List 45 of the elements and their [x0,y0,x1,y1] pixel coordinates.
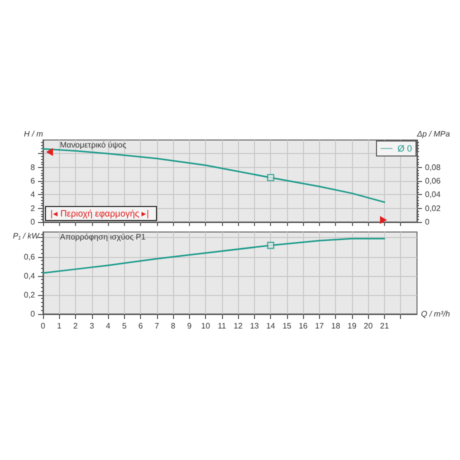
x-tick-label: 21 [380,322,390,330]
x-tick-label: 7 [154,322,160,330]
y2-axis-title: Δp / MPa [416,130,450,138]
y2-tick-label: 0,08 [425,162,442,172]
annotation: Απορρόφηση ισχύος P1 [60,232,146,242]
x-tick-label: 11 [218,322,227,330]
y-tick-label: 0,2 [24,290,36,300]
line-series [42,148,386,203]
y2-tick-label: 0,06 [425,176,442,186]
x-tick-label: 9 [187,322,192,330]
x-tick-label: 13 [250,322,260,330]
y-axis-title: H / m [24,130,44,138]
x-tick-label: 18 [331,322,341,330]
y-tick-label: 2 [30,204,36,213]
y-tick-label: 0,6 [24,252,36,262]
y-tick-label: 0 [30,310,36,318]
x-tick-label: 0 [40,322,46,330]
y-tick-label: 0,4 [24,271,36,280]
y-tick-label: 8 [30,162,36,172]
x-tick-label: 14 [266,322,276,330]
x-tick-label: 19 [348,322,357,330]
x-tick-label: 4 [106,322,111,330]
annotation: Μανομετρικό ύψος [60,140,127,150]
legend-label: Ø 0 [397,144,412,154]
x-tick-label: 1 [57,322,62,330]
y-axis-title: P₁ / kW [12,232,40,240]
x-tick-label: 5 [122,322,128,330]
x-tick-label: 12 [234,322,244,330]
x-axis-title: Q / m³/h [421,310,450,318]
x-tick-label: 8 [170,322,176,330]
y-tick-label: 4 [30,190,36,200]
y-tick-label: 0 [30,218,36,226]
x-tick-label: 17 [314,322,324,330]
x-tick-label: 2 [73,322,78,330]
y2-tick-label: 0,02 [425,204,442,213]
y-tick-label: 6 [30,176,36,186]
x-tick-label: 10 [201,322,211,330]
x-tick-label: 16 [298,322,308,330]
x-tick-label: 3 [90,322,95,330]
x-tick-label: 15 [282,322,292,330]
y2-tick-label: 0 [425,218,430,226]
annotation: |◂ Περιοχή εφαρμογής ▸| [48,208,154,218]
x-tick-label: 6 [138,322,144,330]
y2-tick-label: 0,04 [425,190,442,200]
x-tick-label: 20 [364,322,374,330]
